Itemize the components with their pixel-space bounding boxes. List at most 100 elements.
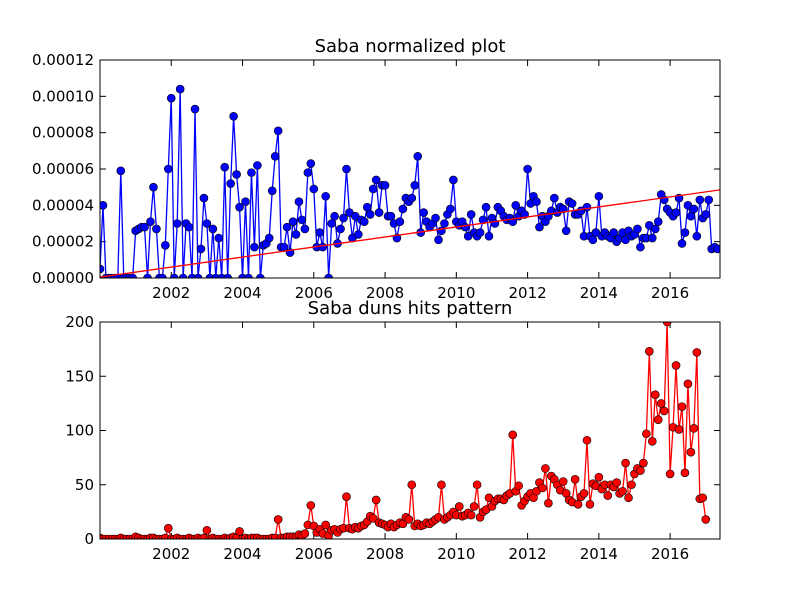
plot-frame [99,59,721,279]
data-point [550,193,559,203]
data-point [639,458,648,468]
y-tick-label: 0.00012 [32,51,94,69]
data-point [163,523,173,533]
data-point [680,228,690,237]
data-point [594,472,604,482]
y-tick-label: 0.00000 [32,269,94,287]
data-point [321,520,330,530]
data-point [680,468,690,478]
data-point [297,215,307,225]
data-point [264,233,274,243]
data-point [395,217,405,226]
data-point [229,112,238,121]
data-point [689,204,699,214]
data-point [273,515,283,524]
data-point [475,228,485,237]
data-point [327,219,336,228]
x-tick-label: 2012 [508,284,546,302]
data-point [677,402,687,411]
data-point [514,481,523,491]
y-tick-label: 0 [84,530,94,548]
data-point [612,478,621,487]
data-point [202,526,212,535]
data-point [440,219,449,228]
data-point [594,191,604,201]
data-point [713,244,720,254]
data-point [671,208,681,217]
data-point [544,498,553,508]
data-point [645,346,654,356]
data-point [163,164,173,174]
data-point [437,480,446,490]
data-point [253,161,262,170]
data-point [250,242,259,252]
data-point [642,429,651,439]
data-point [306,501,316,510]
data-point [128,273,137,278]
data-point [178,273,188,278]
data-point [318,242,328,252]
data-point [193,273,203,278]
x-tick-label: 2012 [508,545,546,563]
data-point [437,226,446,236]
data-point [567,199,577,208]
data-point [627,480,636,490]
data-point [270,151,280,161]
data-point [143,273,152,278]
data-point [704,195,714,205]
data-point [196,244,206,254]
data-point [244,273,253,278]
data-point [175,84,185,94]
data-point [671,361,681,370]
x-tick-label: 2008 [366,545,404,563]
data-point [701,210,711,219]
normalized-plot-panel: Saba normalized plot 2002 2004 2006 2008 201… [32,36,721,302]
data-point [404,515,414,524]
data-point [686,211,696,221]
x-tick-label: 2010 [437,545,475,563]
data-point [267,186,277,196]
y-tick-label: 50 [75,476,94,494]
data-point [146,217,155,226]
data-point [315,228,325,237]
data-point [535,222,544,232]
data-point [291,230,301,239]
data-point [294,197,304,206]
data-point [647,233,657,243]
data-point [235,202,244,212]
data-point [368,514,378,523]
data-point [100,201,108,210]
data-point [220,162,230,172]
data-point [650,224,660,234]
data-point [116,166,126,176]
data-point [362,202,372,212]
data-point [241,197,250,206]
normalized-plot-area: 2002 2004 2006 2008 2010 2012 2014 2016 0.00000 0… [32,51,720,302]
data-point [662,322,672,327]
data-point [579,489,589,498]
data-point [321,191,330,201]
data-point [339,213,348,223]
data-point [656,399,666,408]
data-point [665,469,675,479]
data-point [520,210,529,219]
data-point [359,217,369,226]
data-point [582,435,592,445]
data-point [208,224,218,234]
data-point [674,425,684,434]
data-point [434,235,443,245]
data-point [413,151,423,161]
data-point [398,204,408,214]
data-point [588,235,598,245]
x-tick-label: 2008 [366,284,404,302]
data-point [636,242,645,252]
data-point [247,168,256,177]
data-point [336,224,345,234]
data-point [460,222,470,232]
data-point [692,231,702,241]
data-point [419,208,428,217]
data-point [653,217,663,226]
x-tick-label: 2014 [580,284,618,302]
y-tick-label: 150 [65,367,94,385]
data-point [650,390,660,399]
